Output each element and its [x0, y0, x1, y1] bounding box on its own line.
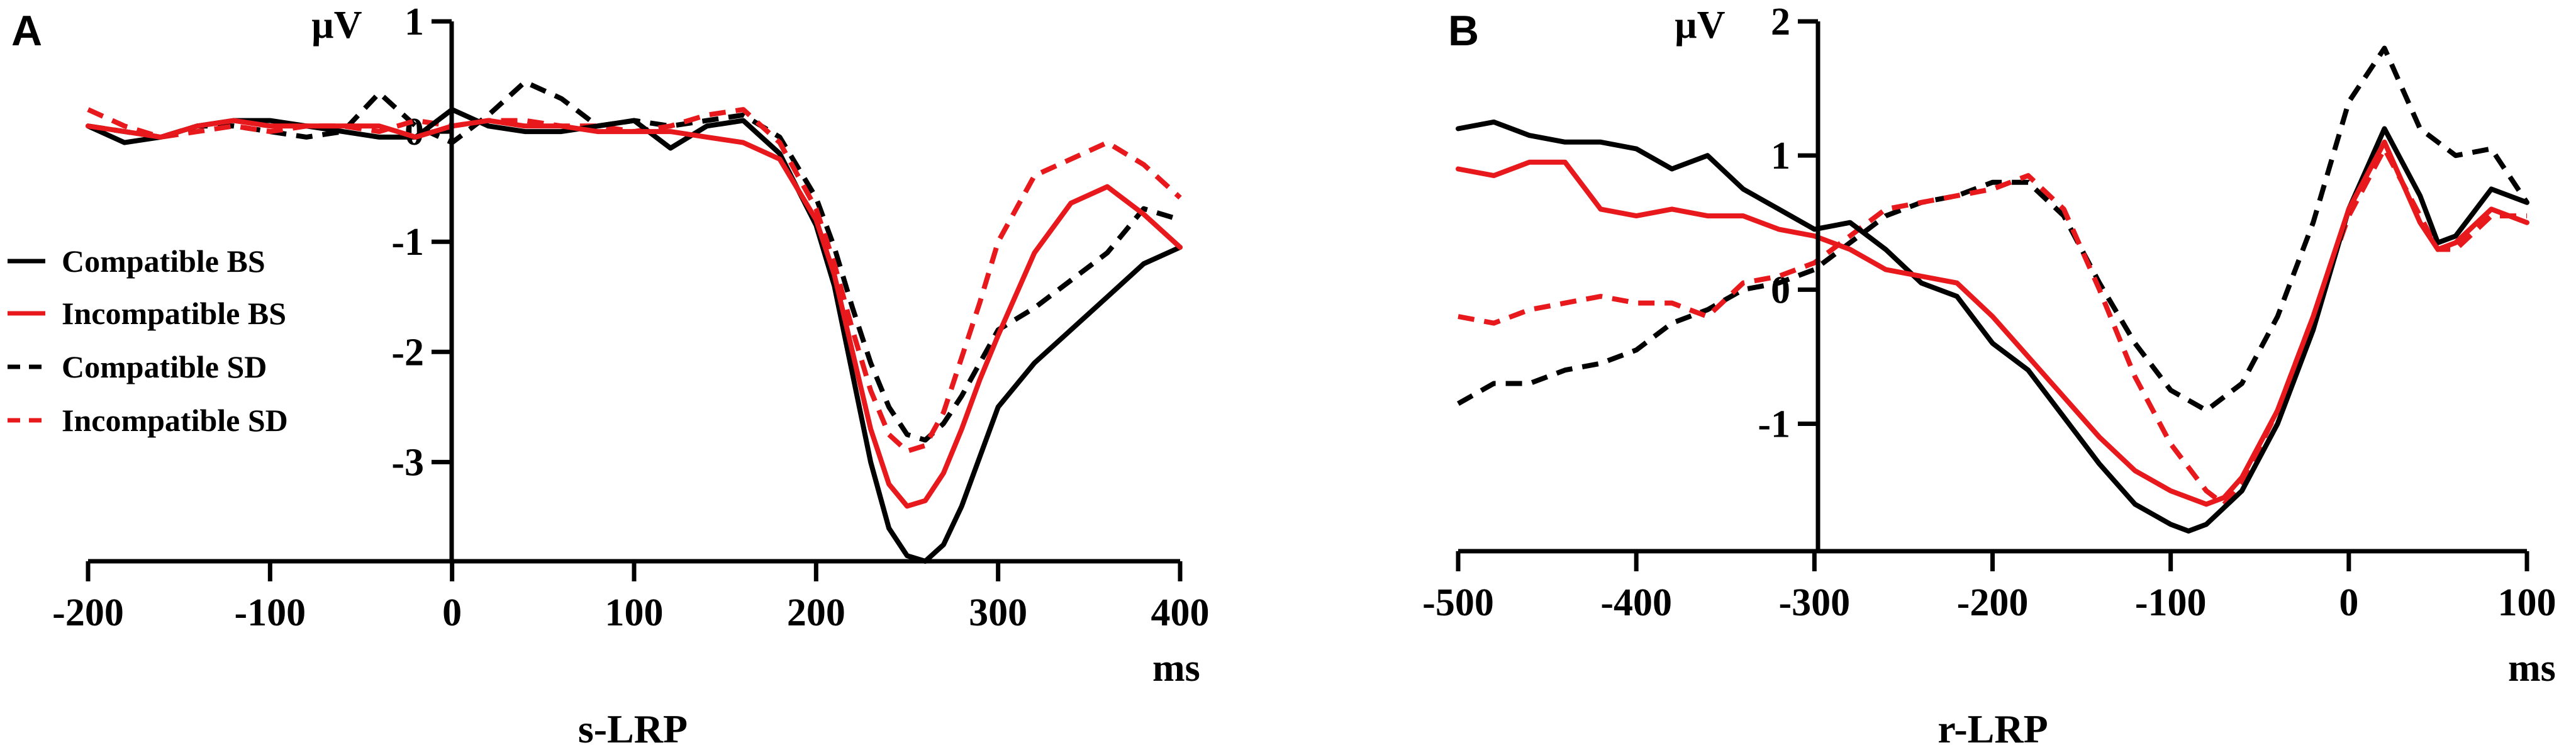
panel-b-title: r-LRP [1938, 707, 2048, 750]
x-tick-label: 300 [969, 591, 1027, 634]
legend-entry-compatible-sd: Compatible SD [8, 349, 267, 384]
panel-a: A µV ms s-LRP -200 -100 0 100 200 300 400 1 0 -1… [8, 1, 1210, 750]
x-tick-label: 0 [442, 591, 462, 634]
panel-a-series [86, 79, 1183, 564]
series-line-compatible-bs [86, 107, 1183, 564]
legend-entry-incompatible-sd: Incompatible SD [8, 403, 288, 438]
legend-label-compatible-bs: Compatible BS [62, 243, 265, 279]
panel-a-y-unit: µV [311, 4, 362, 47]
y-tick-label: -3 [391, 441, 424, 484]
legend-entry-incompatible-bs: Incompatible BS [8, 296, 286, 331]
panel-b-letter: B [1448, 7, 1479, 55]
x-tick-label: -200 [52, 591, 124, 634]
x-tick-label: 100 [605, 591, 664, 634]
y-tick-label: -1 [391, 221, 424, 264]
x-tick-label: 0 [2339, 581, 2358, 624]
panel-b-series [1456, 45, 2529, 534]
series-line-incompatible-bs [86, 118, 1183, 509]
legend-label-incompatible-bs: Incompatible BS [62, 296, 286, 331]
x-tick-label: -100 [2135, 581, 2207, 624]
panel-b-x-unit: ms [2508, 647, 2556, 690]
series-line-compatible-sd [87, 79, 1181, 443]
x-tick-label: 100 [2498, 581, 2556, 624]
series-line-compatible-bs [1456, 119, 2529, 534]
legend-label-compatible-sd: Compatible SD [62, 349, 267, 384]
legend-label-incompatible-sd: Incompatible SD [62, 403, 288, 438]
x-tick-label: -300 [1779, 581, 1851, 624]
y-tick-label: 2 [1771, 1, 1790, 43]
panel-a-x-unit: ms [1152, 647, 1200, 690]
x-tick-label: -500 [1422, 581, 1494, 624]
y-tick-label: 1 [1771, 135, 1790, 177]
panel-a-letter: A [11, 7, 42, 55]
panel-a-title: s-LRP [578, 707, 688, 750]
x-tick-label: 400 [1151, 591, 1210, 634]
x-tick-label: -200 [1957, 581, 2029, 624]
y-tick-label: 1 [404, 1, 424, 43]
x-tick-label: -400 [1600, 581, 1672, 624]
series-line-incompatible-bs [1456, 139, 2529, 507]
x-tick-label: -100 [235, 591, 306, 634]
panel-b-y-unit: µV [1675, 4, 1726, 47]
legend-entry-compatible-bs: Compatible BS [8, 243, 265, 279]
y-tick-label: -1 [1758, 403, 1790, 445]
x-tick-label: 200 [787, 591, 845, 634]
series-line-incompatible-sd [1458, 146, 2527, 507]
panel-a-y-ticks: 10-1-2-3 [391, 1, 452, 484]
panel-b-x-ticks: -500 -400 -300 -200 -100 0 100 [1422, 551, 2556, 624]
panel-a-x-ticks: -200 -100 0 100 200 300 400 [52, 561, 1210, 634]
series-line-incompatible-sd [87, 107, 1182, 454]
y-tick-label: -2 [391, 331, 424, 374]
series-line-compatible-sd [1457, 45, 2529, 413]
legend: Compatible BS Incompatible BS Compatible… [8, 243, 288, 438]
panel-b: B µV ms r-LRP -500 -400 -300 -200 -100 0 100 2… [1422, 1, 2556, 750]
